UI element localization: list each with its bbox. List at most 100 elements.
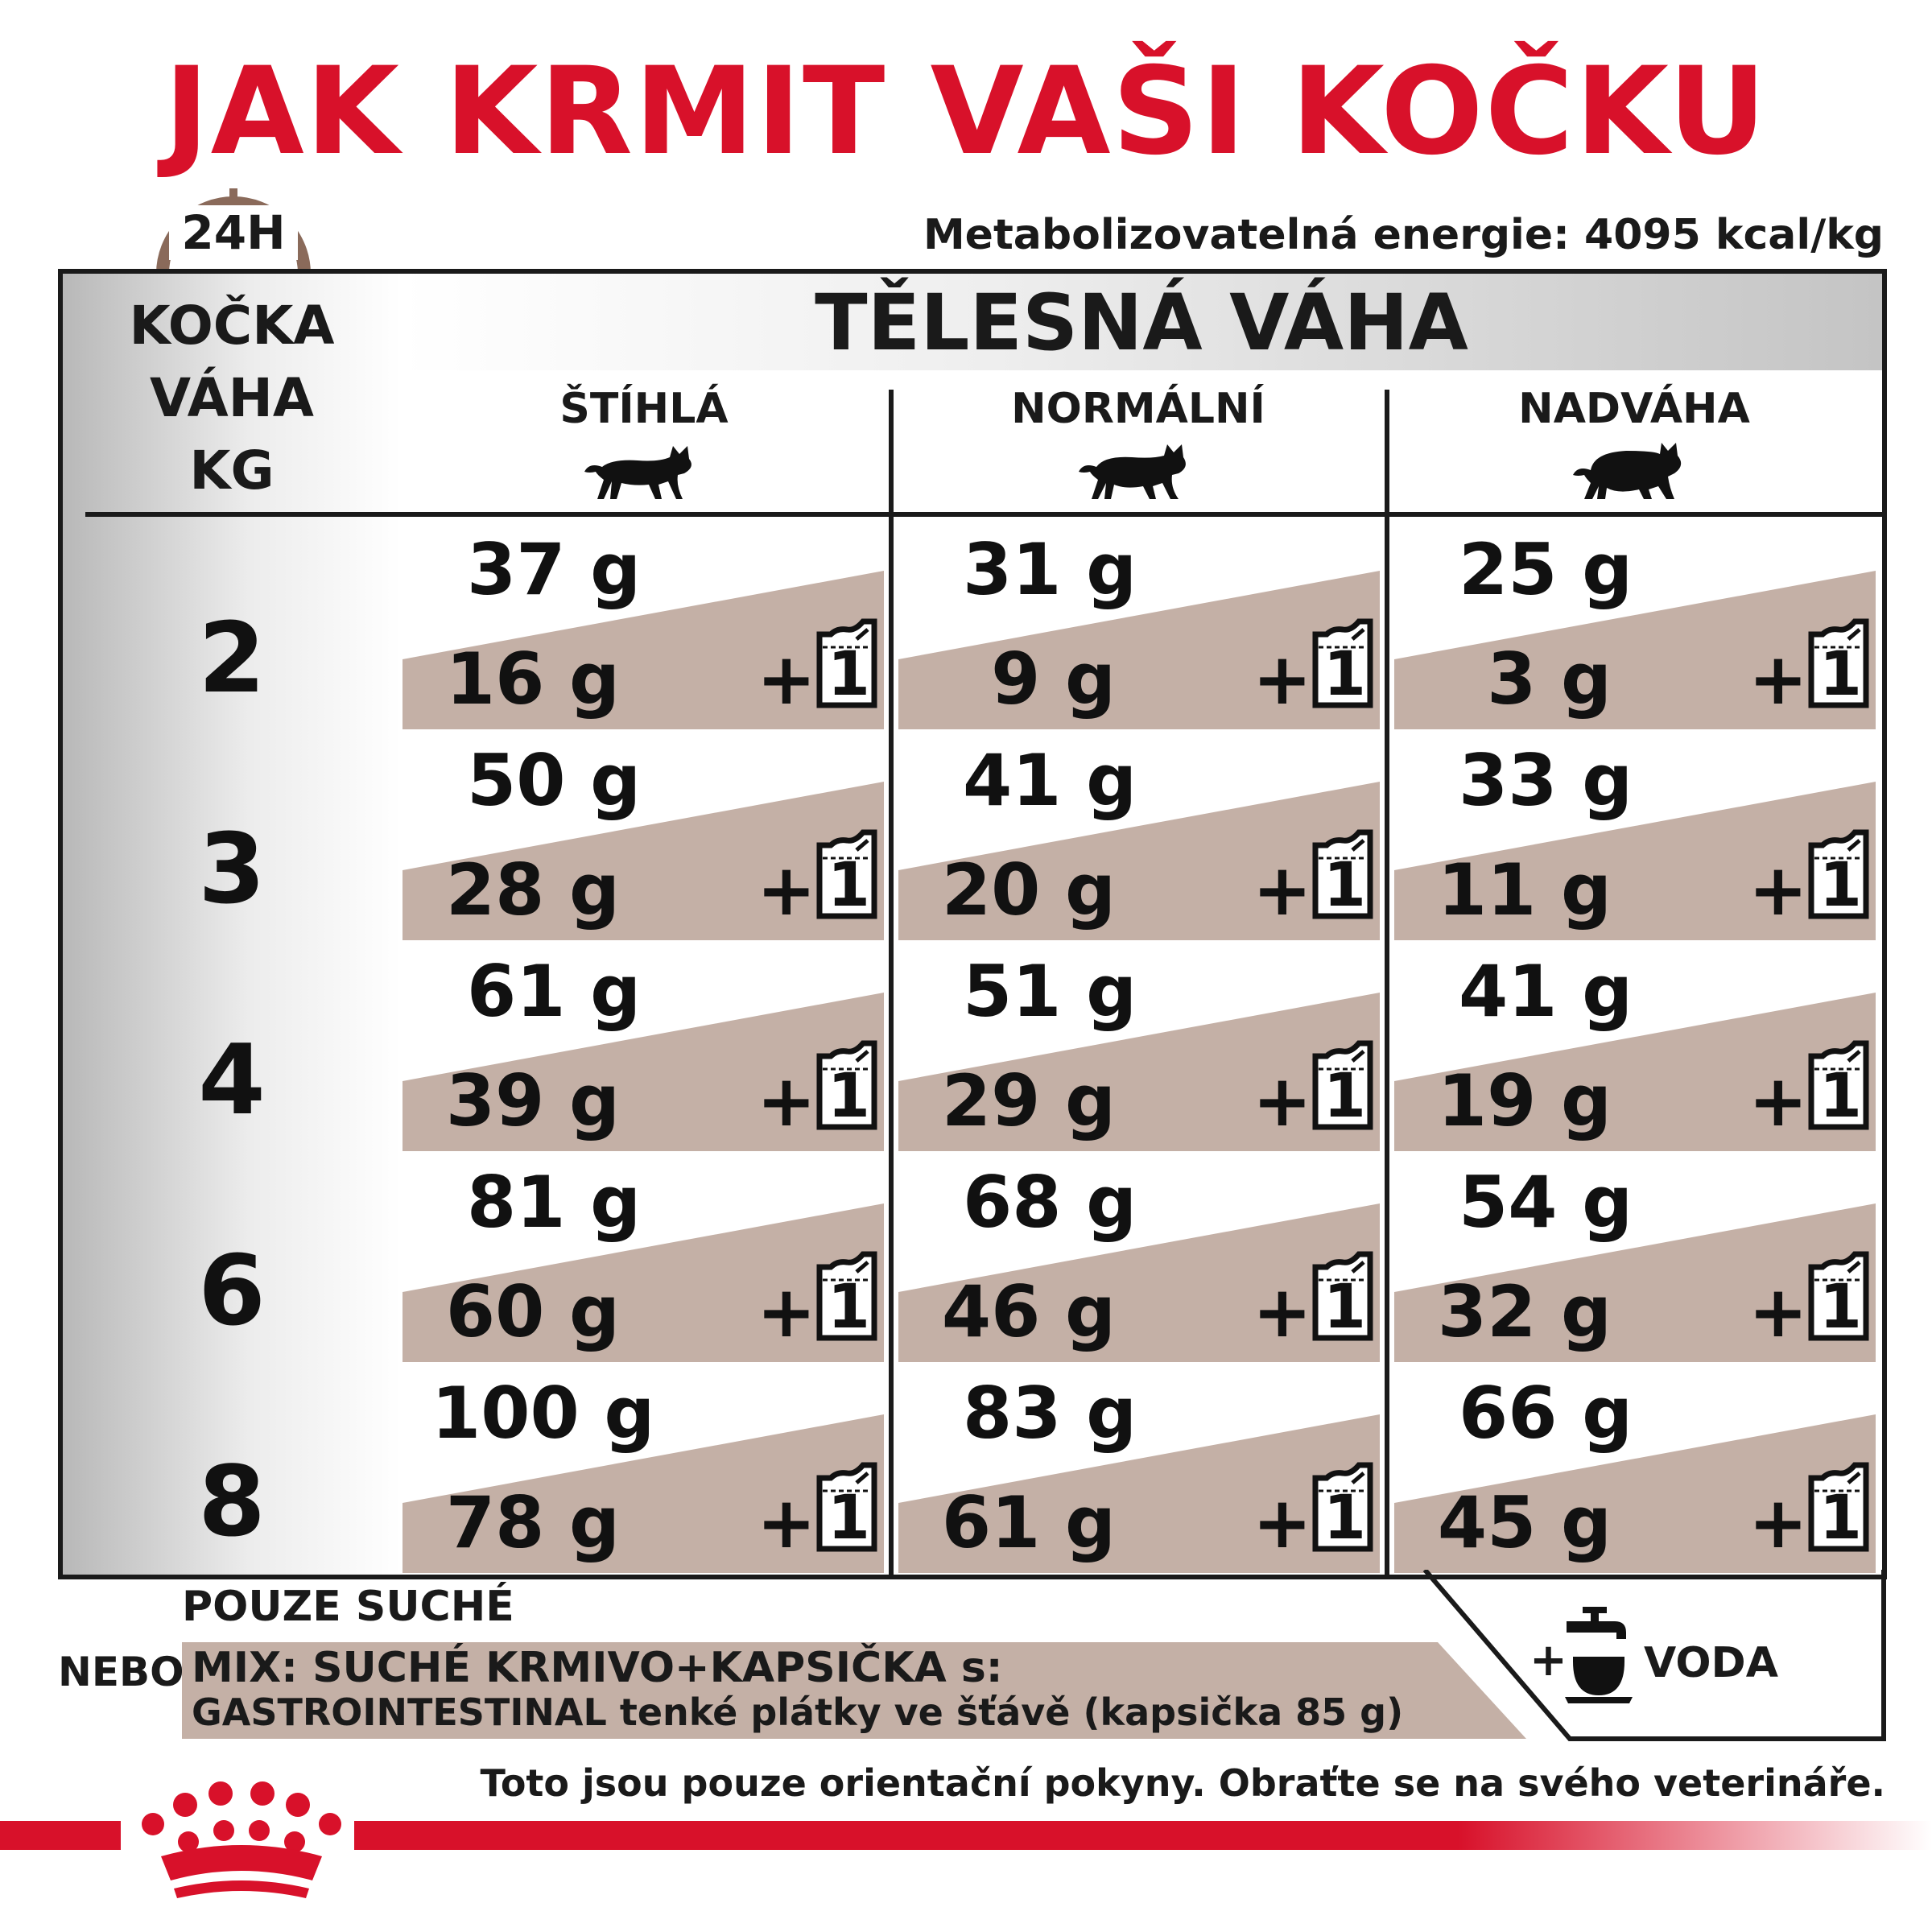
pouch-icon — [1312, 1251, 1373, 1341]
plus-sign: + — [1748, 1059, 1808, 1142]
legend-dry-only: POUZE SUCHÉ — [182, 1583, 514, 1631]
pouch-count: 1 — [1819, 1481, 1862, 1553]
dry-only-amount: 33 g — [1459, 739, 1633, 822]
weight-kg: 2 — [198, 603, 266, 715]
pouch-count: 1 — [1323, 1059, 1366, 1131]
pouch-icon — [1312, 1040, 1373, 1130]
plus-sign: + — [757, 848, 816, 931]
plus-sign: + — [1748, 1270, 1808, 1353]
pouch-count: 1 — [828, 848, 870, 920]
water-label: VODA — [1644, 1639, 1778, 1687]
dry-only-amount: 37 g — [467, 528, 642, 611]
legend-or: NEBO — [58, 1649, 184, 1695]
plus-sign: + — [1253, 848, 1312, 931]
mix-dry-amount: 39 g — [445, 1059, 620, 1142]
column-header-overweight: NADVÁHA — [1518, 385, 1750, 433]
pouch-count: 1 — [828, 1481, 870, 1553]
mix-dry-amount: 3 g — [1487, 638, 1612, 720]
pouch-icon — [816, 1462, 877, 1552]
dry-only-amount: 41 g — [1459, 950, 1633, 1033]
pouch-count: 1 — [1323, 1481, 1366, 1553]
mix-dry-amount: 45 g — [1437, 1481, 1612, 1564]
header-divider — [85, 512, 1887, 517]
footer-red-line — [0, 1821, 121, 1850]
dry-only-amount: 61 g — [467, 950, 642, 1033]
weight-kg: 6 — [198, 1236, 266, 1348]
weight-kg: 3 — [198, 814, 266, 926]
dry-only-amount: 100 g — [431, 1372, 655, 1455]
footer-red-line — [354, 1821, 1932, 1850]
pouch-icon — [1808, 1251, 1869, 1341]
legend-mix-product: GASTROINTESTINAL tenké plátky ve šťávě (… — [192, 1690, 1404, 1734]
pouch-icon — [1808, 1462, 1869, 1552]
row-header-column — [63, 274, 401, 1575]
mix-dry-amount: 29 g — [941, 1059, 1116, 1142]
mix-dry-amount: 61 g — [941, 1481, 1116, 1564]
table-frame — [58, 269, 1887, 1579]
pouch-icon — [1808, 829, 1869, 919]
plus-sign: + — [1748, 1481, 1808, 1564]
plus-sign: + — [1748, 638, 1808, 720]
clock-label: 24H — [169, 205, 298, 260]
pouch-icon — [1808, 1040, 1869, 1130]
column-header-slim: ŠTÍHLÁ — [559, 385, 729, 433]
dry-only-amount: 66 g — [1459, 1372, 1633, 1455]
dry-only-amount: 68 g — [963, 1161, 1137, 1244]
pouch-icon — [1808, 618, 1869, 708]
mix-dry-amount: 32 g — [1437, 1270, 1612, 1353]
plus-sign: + — [1253, 1481, 1312, 1564]
mix-dry-amount: 60 g — [445, 1270, 620, 1353]
column-divider — [889, 390, 894, 1575]
plus-sign: + — [1253, 1270, 1312, 1353]
pouch-count: 1 — [828, 1059, 870, 1131]
plus-sign: + — [757, 1059, 816, 1142]
legend-mix-title: MIX: SUCHÉ KRMIVO+KAPSIČKA s: — [192, 1644, 1003, 1692]
row-header-line: KG — [189, 440, 275, 502]
pouch-count: 1 — [1819, 1059, 1862, 1131]
cat-normal-icon — [1079, 444, 1186, 499]
mix-dry-amount: 9 g — [991, 638, 1116, 720]
column-header-normal: NORMÁLNÍ — [1011, 385, 1265, 433]
mix-dry-amount: 19 g — [1437, 1059, 1612, 1142]
plus-sign: + — [757, 638, 816, 720]
pouch-count: 1 — [828, 638, 870, 709]
pouch-icon — [1312, 618, 1373, 708]
water-box — [1422, 1570, 1886, 1741]
pouch-icon — [816, 618, 877, 708]
plus-sign: + — [1253, 1059, 1312, 1142]
weight-kg: 8 — [198, 1447, 266, 1558]
royal-canin-crown-logo — [142, 1781, 341, 1898]
pouch-icon — [816, 1251, 877, 1341]
mix-dry-amount: 46 g — [941, 1270, 1116, 1353]
energy-info: Metabolizovatelná energie: 4095 kcal/kg — [923, 211, 1884, 259]
dry-only-amount: 54 g — [1459, 1161, 1633, 1244]
pouch-count: 1 — [1819, 638, 1862, 709]
mix-dry-amount: 28 g — [445, 848, 620, 931]
dry-only-amount: 81 g — [467, 1161, 642, 1244]
dry-only-amount: 50 g — [467, 739, 642, 822]
cat-overweight-icon — [1573, 443, 1682, 499]
pouch-count: 1 — [1323, 1270, 1366, 1342]
mix-dry-amount: 16 g — [445, 638, 620, 720]
cat-slim-icon — [584, 446, 691, 499]
body-weight-header: TĚLESNÁ VÁHA — [815, 278, 1468, 368]
plus-sign: + — [757, 1481, 816, 1564]
dry-only-amount: 41 g — [963, 739, 1137, 822]
pouch-count: 1 — [1819, 848, 1862, 920]
dry-only-amount: 25 g — [1459, 528, 1633, 611]
page-title: JAK KRMIT VAŠI KOČKU — [163, 42, 1769, 182]
mix-dry-amount: 78 g — [445, 1481, 620, 1564]
pouch-icon — [1312, 829, 1373, 919]
disclaimer: Toto jsou pouze orientační pokyny. Obrať… — [480, 1761, 1885, 1805]
pouch-count: 1 — [828, 1270, 870, 1342]
cat-weight-header: KOČKA VÁHA KG — [63, 290, 401, 507]
row-header-line: VÁHA — [150, 367, 314, 429]
row-header-line: KOČKA — [129, 295, 335, 357]
pouch-count: 1 — [1323, 638, 1366, 709]
plus-sign: + — [1253, 638, 1312, 720]
water-plus: + — [1530, 1634, 1567, 1686]
plus-sign: + — [1748, 848, 1808, 931]
legend-mix-band — [182, 1642, 1526, 1739]
body-weight-header-band — [401, 274, 1882, 370]
dry-only-amount: 83 g — [963, 1372, 1137, 1455]
